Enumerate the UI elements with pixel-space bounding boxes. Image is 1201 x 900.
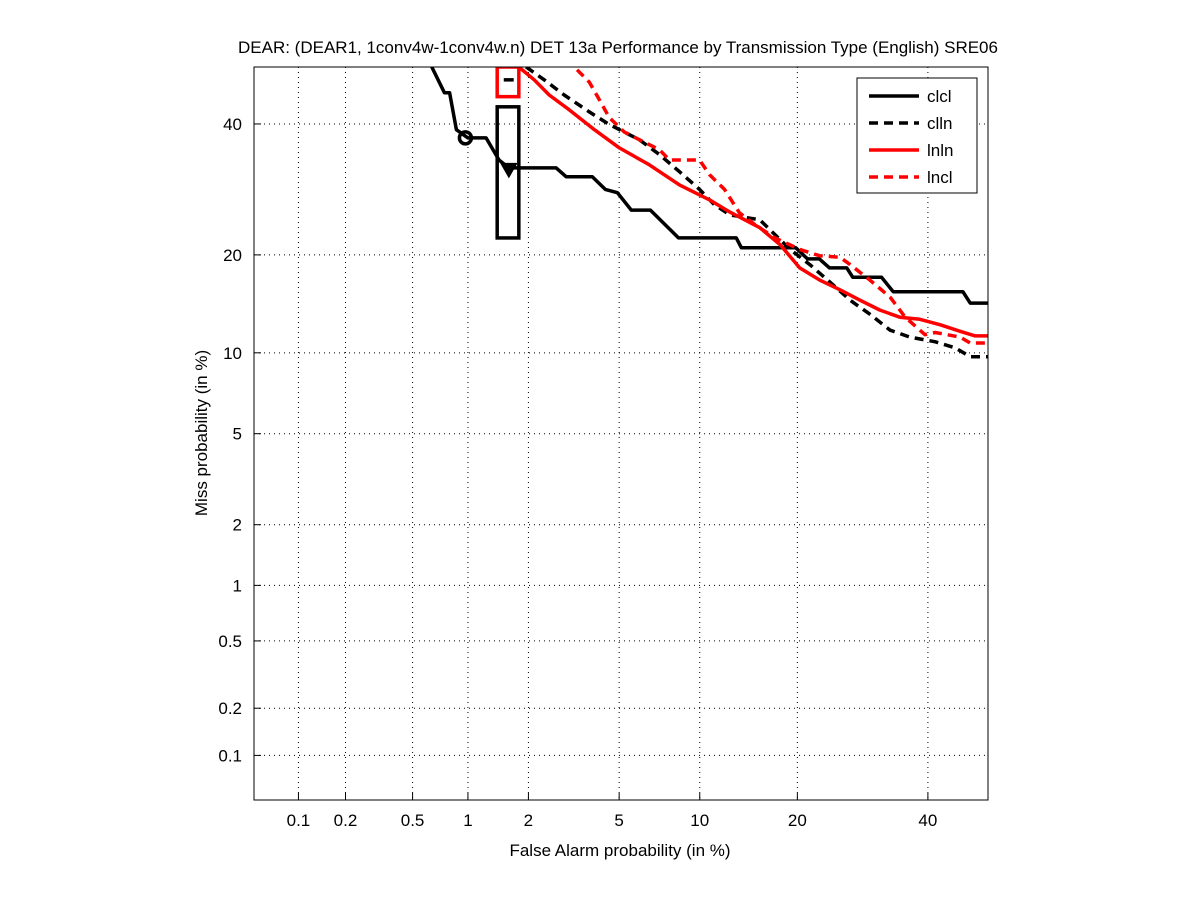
- x-axis-label: False Alarm probability (in %): [509, 841, 730, 860]
- y-tick-label: 5: [233, 425, 242, 444]
- y-axis-label: Miss probability (in %): [192, 350, 211, 516]
- series-line-clln: [525, 67, 988, 359]
- chart-title: DEAR: (DEAR1, 1conv4w-1conv4w.n) DET 13a…: [238, 38, 998, 57]
- legend-label-lncl: lncl: [927, 168, 953, 187]
- x-tick-label: 40: [918, 811, 937, 830]
- y-axis: 0.1 0.2 0.5 1 2 5 10 20 40: [218, 115, 261, 765]
- y-tick-label: 40: [223, 115, 242, 134]
- actual-dcf-triangle: [499, 162, 518, 179]
- x-tick-label: 10: [690, 811, 709, 830]
- y-tick-label: 2: [233, 516, 242, 535]
- y-tick-label: 1: [233, 576, 242, 595]
- y-tick-label: 10: [223, 344, 242, 363]
- x-tick-label: 20: [788, 811, 807, 830]
- x-tick-label: 2: [524, 811, 533, 830]
- x-tick-label: 5: [614, 811, 623, 830]
- y-tick-label: 20: [223, 246, 242, 265]
- x-axis: 0.1 0.2 0.5 1 2 5 10 20 40: [287, 793, 937, 830]
- x-tick-label: 0.1: [287, 811, 311, 830]
- x-tick-label: 0.5: [401, 811, 425, 830]
- y-tick-label: 0.2: [218, 699, 242, 718]
- legend-label-lnln: lnln: [927, 141, 953, 160]
- min-dcf-circle: [457, 130, 474, 146]
- legend-label-clcl: clcl: [927, 87, 952, 106]
- y-tick-label: 0.1: [218, 746, 242, 765]
- x-tick-label: 1: [463, 811, 472, 830]
- clcl-confidence-box: [495, 105, 521, 240]
- grid-lines: [254, 67, 988, 800]
- series-line-clcl: [430, 67, 988, 305]
- lnln-confidence-box: [495, 67, 521, 99]
- series-line-lnln: [517, 67, 988, 338]
- legend: clcl clln lnln lncl: [856, 77, 978, 194]
- y-tick-label: 0.5: [218, 632, 242, 651]
- series-line-lncl: [575, 68, 988, 345]
- series-layer: [430, 67, 988, 359]
- x-tick-label: 0.2: [334, 811, 358, 830]
- legend-label-clln: clln: [927, 114, 953, 133]
